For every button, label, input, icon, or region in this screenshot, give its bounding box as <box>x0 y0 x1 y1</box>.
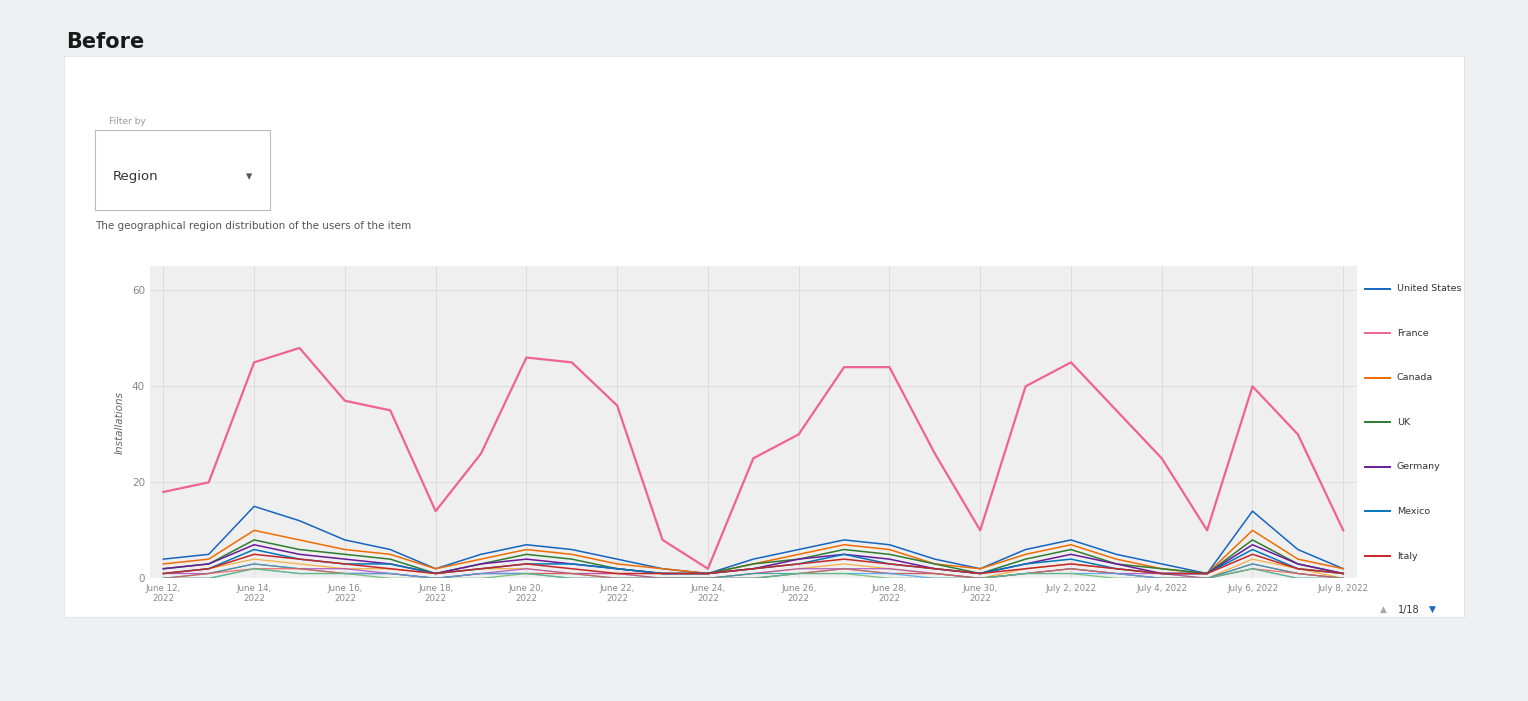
Text: ▼: ▼ <box>1429 606 1435 614</box>
Text: Filter by: Filter by <box>108 118 145 126</box>
Text: Germany: Germany <box>1397 463 1441 471</box>
Text: Canada: Canada <box>1397 374 1433 382</box>
Text: Before: Before <box>66 32 144 52</box>
Y-axis label: Installations: Installations <box>115 391 125 454</box>
Text: United States: United States <box>1397 284 1461 293</box>
Text: ▾: ▾ <box>246 170 252 183</box>
Text: ▲: ▲ <box>1380 606 1386 614</box>
Text: France: France <box>1397 329 1429 338</box>
Text: 1/18: 1/18 <box>1398 605 1420 615</box>
Text: Italy: Italy <box>1397 552 1418 561</box>
Text: The geographical region distribution of the users of the item: The geographical region distribution of … <box>95 221 411 231</box>
Text: Region: Region <box>113 170 157 183</box>
Text: UK: UK <box>1397 418 1410 427</box>
Text: Mexico: Mexico <box>1397 507 1430 516</box>
